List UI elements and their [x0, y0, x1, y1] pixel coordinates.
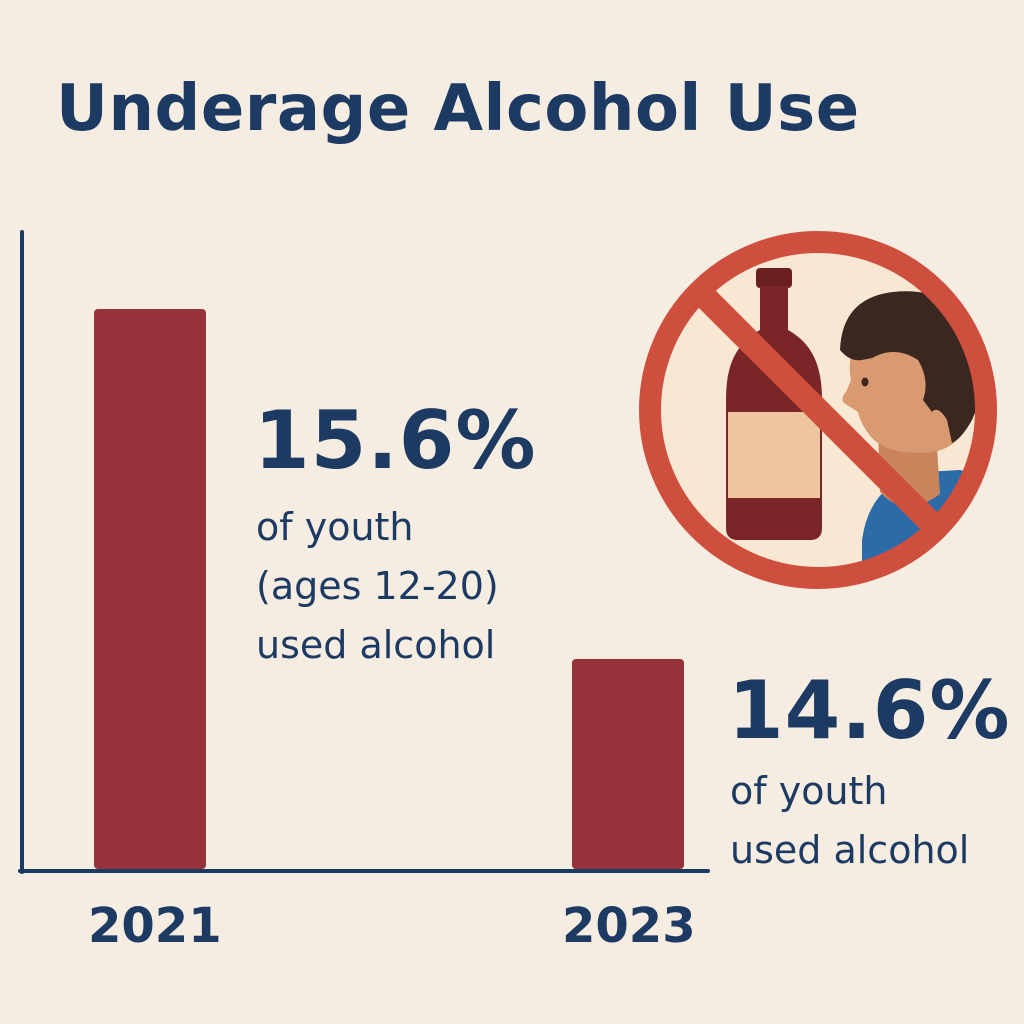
description-line: used alcohol [730, 828, 970, 872]
value-label-2021: 15.6% [254, 394, 537, 487]
value-label-2023: 14.6% [728, 664, 1011, 757]
chart-title: Underage Alcohol Use [56, 72, 860, 146]
bars-group [94, 309, 684, 869]
x-tick-label-2023: 2023 [562, 898, 696, 954]
bar-2023 [572, 659, 684, 869]
description-2021: of youth (ages 12-20) used alcohol [256, 498, 499, 675]
description-line: of youth [256, 505, 414, 549]
bar-2021 [94, 309, 206, 869]
x-tick-label-2021: 2021 [88, 898, 222, 954]
description-line: (ages 12-20) [256, 564, 499, 608]
no-underage-drinking-icon [639, 231, 997, 589]
description-2023: of youth used alcohol [730, 762, 969, 880]
description-line: used alcohol [256, 623, 496, 667]
description-line: of youth [730, 769, 888, 813]
